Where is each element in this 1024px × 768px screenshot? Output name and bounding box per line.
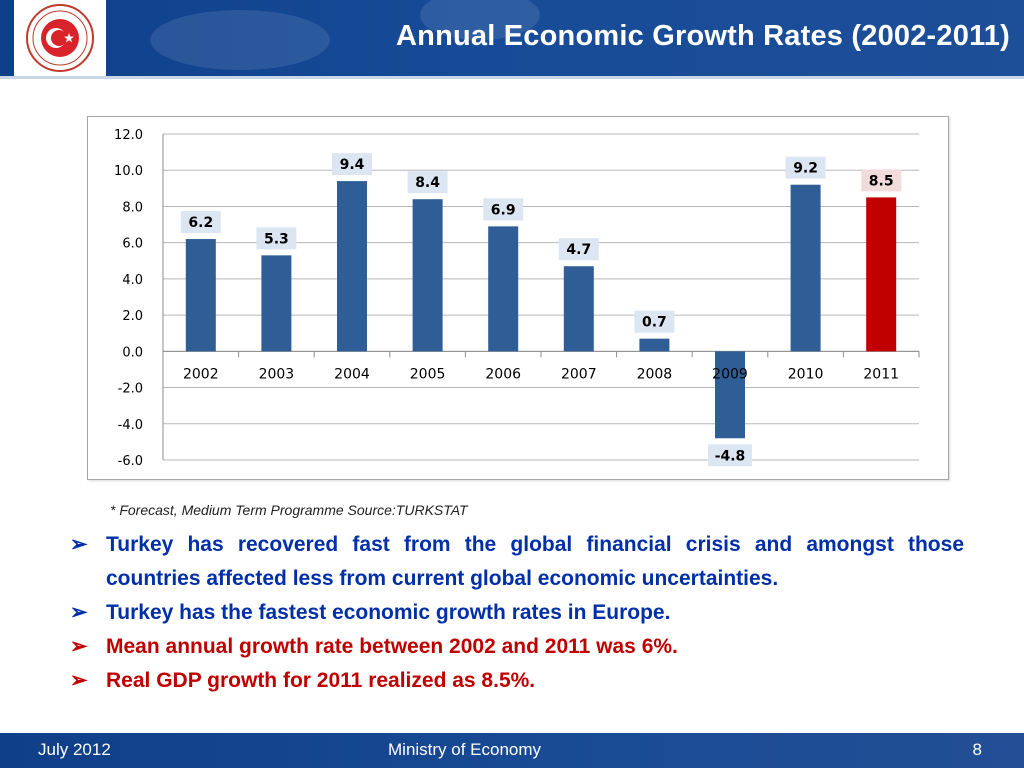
x-tick-label: 2003 [259, 366, 295, 382]
y-tick-label: 8.0 [122, 200, 143, 215]
bullet-list: ➢ Turkey has recovered fast from the glo… [70, 528, 964, 698]
data-label-box [256, 227, 297, 250]
bar [337, 181, 367, 352]
data-label-box [785, 156, 826, 179]
footer-bar: July 2012 Ministry of Economy 8 [0, 733, 1024, 768]
footer-organization: Ministry of Economy [388, 740, 542, 759]
arrow-bullet-icon: ➢ [70, 635, 88, 658]
bar [488, 226, 519, 352]
data-label: 8.4 [415, 175, 440, 191]
data-label: 9.4 [340, 157, 365, 173]
bar [261, 255, 292, 352]
bar [866, 197, 897, 352]
bullet-item: ➢ Mean annual growth rate between 2002 a… [70, 630, 964, 664]
data-label-box [558, 238, 599, 261]
data-label: 5.3 [264, 231, 289, 247]
data-label: -4.8 [715, 448, 746, 464]
y-tick-label: -6.0 [118, 454, 143, 469]
bar [563, 266, 594, 352]
x-tick-label: 2004 [334, 366, 370, 382]
data-label-box [708, 444, 752, 467]
y-tick-label: 2.0 [122, 309, 143, 324]
bullet-text: Real GDP growth for 2011 realized as 8.5… [106, 669, 536, 692]
x-tick-label: 2006 [485, 366, 521, 382]
map-decoration [150, 10, 330, 70]
data-label: 6.2 [188, 215, 213, 231]
x-tick-label: 2009 [712, 366, 748, 382]
x-tick-label: 2011 [863, 366, 899, 382]
bar [715, 351, 745, 439]
bar [639, 338, 670, 352]
arrow-bullet-icon: ➢ [70, 601, 88, 624]
header-bar: Annual Economic Growth Rates (2002-2011) [0, 0, 1024, 76]
data-label: 9.2 [793, 161, 818, 177]
y-tick-label: -2.0 [118, 382, 143, 397]
data-label: 0.7 [642, 315, 667, 331]
x-tick-label: 2007 [561, 366, 597, 382]
growth-bar-chart: 12.0 10.0 8.0 6.0 4.0 2.0 0.0 -2.0 -4.0 -6.0 2002 6… [114, 128, 920, 469]
data-label-box [483, 198, 524, 221]
source-note: * Forecast, Medium Term Programme Source… [110, 502, 468, 518]
x-tick-label: 2010 [788, 366, 824, 382]
bullet-text: Turkey has recovered fast from the globa… [106, 533, 964, 590]
y-tick-label: 4.0 [122, 273, 143, 288]
data-label: 6.9 [491, 202, 516, 218]
bullet-text: Mean annual growth rate between 2002 and… [106, 635, 678, 658]
data-label-box [407, 171, 448, 194]
bullet-item: ➢ Turkey has recovered fast from the glo… [70, 528, 964, 596]
data-label-box [634, 310, 675, 333]
page-number: 8 [972, 740, 982, 759]
y-tick-label: 10.0 [114, 164, 143, 179]
page-title: Annual Economic Growth Rates (2002-2011) [396, 20, 1010, 52]
data-label-box [861, 169, 902, 192]
x-tick-label: 2002 [183, 366, 219, 382]
data-label: 4.7 [566, 242, 591, 258]
y-tick-label: 12.0 [114, 128, 143, 143]
bar [185, 239, 216, 352]
map-decoration [420, 0, 540, 40]
x-tick-label: 2008 [637, 366, 673, 382]
bullet-item: ➢ Turkey has the fastest economic growth… [70, 596, 964, 630]
data-label: 8.5 [869, 173, 894, 189]
arrow-bullet-icon: ➢ [70, 533, 88, 556]
y-tick-label: -4.0 [118, 418, 143, 433]
bullet-item: ➢ Real GDP growth for 2011 realized as 8… [70, 664, 964, 698]
logo-container [14, 0, 106, 76]
x-tick-label: 2005 [410, 366, 446, 382]
data-label-box [180, 211, 221, 234]
ministry-seal-icon [26, 4, 94, 72]
y-tick-label: 0.0 [122, 345, 143, 360]
title-divider [0, 76, 1024, 79]
footer-date: July 2012 [38, 740, 111, 759]
arrow-bullet-icon: ➢ [70, 669, 88, 692]
data-label-box [332, 153, 372, 176]
bar [412, 199, 443, 352]
y-tick-label: 6.0 [122, 237, 143, 252]
bullet-text: Turkey has the fastest economic growth r… [106, 601, 671, 624]
bar [790, 184, 821, 352]
